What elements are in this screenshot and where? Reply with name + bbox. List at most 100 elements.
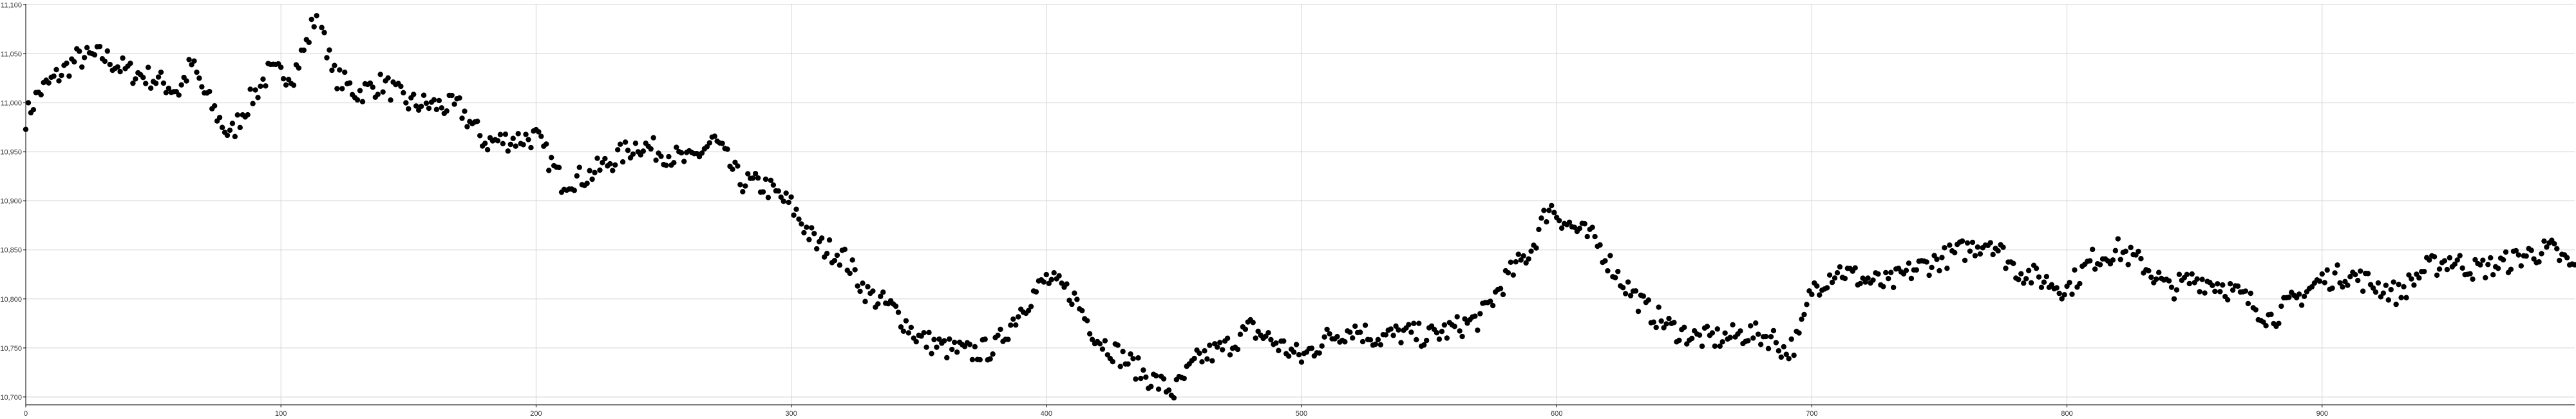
scatter-point	[380, 89, 386, 95]
scatter-point	[2296, 291, 2302, 297]
scatter-point	[507, 141, 513, 148]
scatter-point	[176, 92, 182, 98]
scatter-point	[84, 44, 90, 51]
scatter-point	[426, 105, 432, 112]
scatter-point	[1444, 335, 1450, 341]
scatter-point	[1138, 375, 1144, 382]
y-tick-label: 10,700	[0, 394, 22, 402]
scatter-point	[194, 69, 200, 75]
scatter-point	[1717, 343, 1723, 349]
scatter-point	[2536, 259, 2542, 265]
scatter-point	[510, 135, 516, 141]
scatter-point	[2358, 268, 2363, 274]
scatter-point	[1656, 304, 1662, 310]
scatter-point	[1219, 347, 1226, 353]
scatter-point	[658, 153, 664, 159]
scatter-point	[2298, 302, 2305, 308]
y-tick-label: 11,100	[1, 2, 22, 10]
scatter-point	[1143, 374, 1149, 380]
y-tick-label: 11,050	[1, 51, 22, 59]
scatter-point	[2393, 301, 2399, 307]
scatter-point	[306, 39, 312, 45]
y-tick-label: 10,900	[0, 198, 22, 206]
scatter-point	[2503, 249, 2509, 255]
scatter-point	[898, 324, 904, 330]
scatter-point	[418, 103, 424, 110]
scatter-point	[1676, 337, 1682, 344]
scatter-point	[1903, 268, 1909, 273]
scatter-point	[107, 61, 113, 68]
scatter-point	[1319, 343, 1325, 349]
scatter-point	[998, 326, 1003, 333]
scatter-point	[1770, 327, 1777, 334]
scatter-point	[602, 155, 608, 162]
scatter-point	[2043, 273, 2050, 280]
scatter-point	[1834, 269, 1841, 276]
scatter-point	[857, 288, 863, 295]
scatter-point	[1439, 329, 1445, 335]
scatter-point	[523, 132, 529, 137]
scatter-point	[332, 63, 337, 68]
scatter-point	[143, 81, 149, 86]
scatter-point	[1987, 240, 1993, 246]
scatter-point	[944, 355, 950, 361]
scatter-point	[1378, 342, 1383, 347]
scatter-point	[252, 87, 258, 93]
scatter-point	[2263, 323, 2269, 329]
scatter-point	[1791, 353, 1797, 358]
scatter-point	[1362, 322, 1368, 328]
scatter-point	[1505, 270, 1511, 276]
scatter-point	[2025, 268, 2032, 273]
scatter-point	[1135, 355, 1141, 361]
scatter-point	[2168, 284, 2175, 290]
scatter-point	[1714, 326, 1720, 332]
scatter-point	[117, 68, 123, 75]
scatter-point	[1097, 341, 1103, 347]
scatter-point	[1316, 350, 1322, 356]
scatter-point	[1436, 336, 1443, 342]
scatter-point	[237, 124, 243, 131]
scatter-point	[1166, 387, 1172, 393]
scatter-point	[765, 195, 772, 200]
scatter-point	[2421, 268, 2427, 275]
scatter-point	[1944, 266, 1950, 271]
scatter-point	[1099, 346, 1106, 352]
scatter-point	[1064, 281, 1070, 287]
scatter-point	[2564, 255, 2570, 260]
x-tick-label: 500	[1296, 410, 1307, 418]
scatter-point	[1324, 326, 1330, 333]
scatter-point	[1181, 375, 1187, 382]
scatter-point	[459, 115, 465, 121]
scatter-point	[1367, 337, 1374, 343]
y-tick-label: 10,950	[0, 149, 22, 157]
scatter-point	[2023, 276, 2029, 282]
scatter-point	[2523, 253, 2529, 259]
scatter-point	[811, 231, 817, 237]
scatter-point	[1454, 314, 1460, 320]
scatter-point	[130, 80, 136, 86]
scatter-point	[536, 129, 542, 135]
scatter-point	[745, 171, 751, 177]
scatter-point	[1153, 373, 1159, 379]
scatter-point	[1383, 332, 1388, 338]
scatter-point	[730, 166, 735, 172]
scatter-point	[1783, 351, 1789, 357]
scatter-point	[2411, 282, 2417, 288]
scatter-point	[196, 75, 202, 81]
scatter-point	[571, 188, 578, 193]
scatter-point	[160, 80, 167, 86]
scatter-point	[2117, 257, 2123, 262]
scatter-point	[2571, 262, 2576, 268]
scatter-point	[1016, 314, 1021, 320]
scatter-point	[1025, 307, 1032, 314]
scatter-point	[1699, 343, 1705, 349]
scatter-point	[1148, 384, 1154, 389]
scatter-point	[1327, 331, 1332, 337]
scatter-point	[972, 344, 978, 350]
scatter-point	[1423, 337, 1430, 344]
scatter-point	[2115, 236, 2121, 242]
scatter-point	[921, 330, 927, 336]
scatter-point	[1663, 321, 1669, 327]
scatter-point	[2049, 282, 2054, 287]
scatter-point	[2365, 271, 2371, 277]
